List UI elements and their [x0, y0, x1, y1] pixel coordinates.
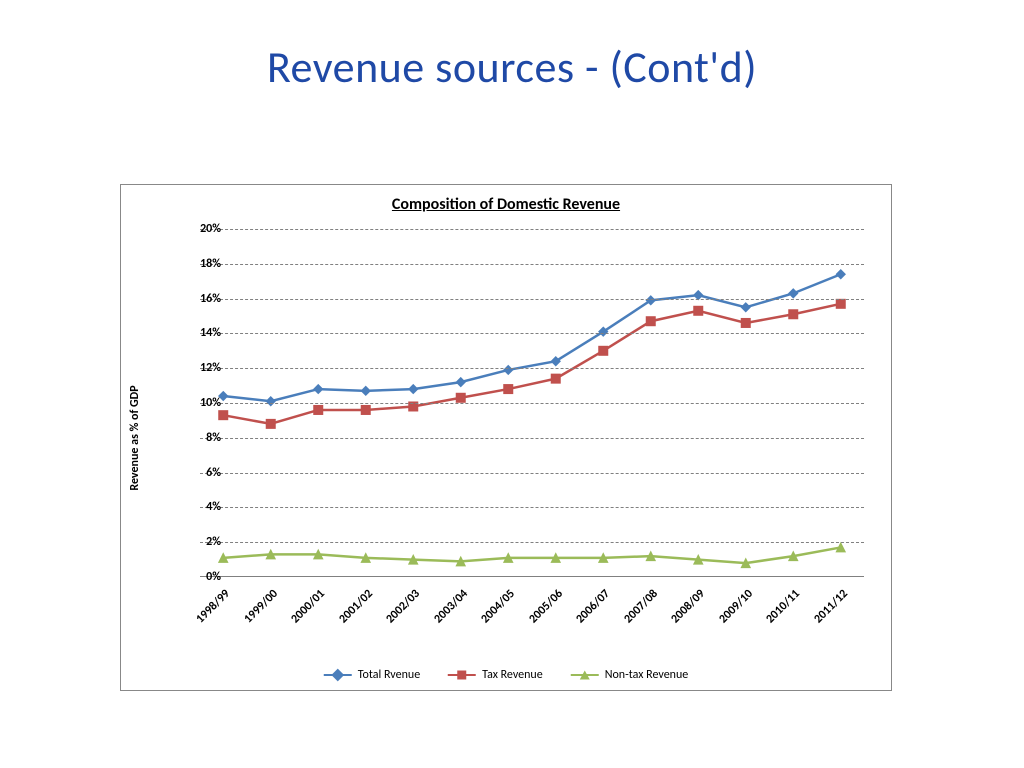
- x-tick-label: 1999/00: [241, 587, 280, 626]
- legend-item-nontax: Non-tax Revenue: [571, 668, 689, 682]
- plot-area: [200, 229, 864, 577]
- x-tick-label: 2000/01: [289, 587, 328, 626]
- legend-swatch-total: [324, 674, 352, 677]
- x-tick-label: 2002/03: [384, 587, 423, 626]
- series-marker: [836, 299, 845, 308]
- revenue-chart: Composition of Domestic Revenue Revenue …: [120, 184, 892, 691]
- series-marker: [219, 411, 228, 420]
- series-marker: [314, 405, 323, 414]
- series-marker: [314, 385, 323, 394]
- y-tick-label: 6%: [181, 466, 221, 480]
- x-tick-label: 2004/05: [479, 587, 518, 626]
- y-tick-label: 2%: [181, 535, 221, 549]
- gridline: [200, 368, 864, 369]
- gridline: [200, 438, 864, 439]
- series-marker: [266, 397, 275, 406]
- series-marker: [741, 318, 750, 327]
- square-icon: [458, 671, 467, 680]
- x-tick-label: 2005/06: [526, 587, 565, 626]
- legend-label: Total Rvenue: [358, 668, 420, 682]
- series-marker: [551, 374, 560, 383]
- y-tick-label: 10%: [181, 396, 221, 410]
- y-tick-label: 14%: [181, 326, 221, 340]
- legend-label: Tax Revenue: [482, 668, 543, 682]
- x-tick-label: 1998/99: [194, 587, 233, 626]
- gridline: [200, 264, 864, 265]
- series-marker: [789, 289, 798, 298]
- x-axis-line: [200, 576, 864, 577]
- series-marker: [504, 365, 513, 374]
- y-tick-label: 4%: [181, 500, 221, 514]
- diamond-icon: [331, 669, 344, 682]
- x-tick-label: 2007/08: [621, 587, 660, 626]
- y-axis-label: Revenue as % of GDP: [128, 385, 142, 490]
- series-marker: [361, 386, 370, 395]
- series-marker: [266, 419, 275, 428]
- series-marker: [361, 405, 370, 414]
- series-marker: [646, 317, 655, 326]
- slide-title: Revenue sources - (Cont'd): [0, 40, 1024, 94]
- gridline: [200, 403, 864, 404]
- legend: Total Rvenue Tax Revenue Non-tax Revenue: [324, 668, 689, 682]
- series-marker: [504, 385, 513, 394]
- gridline: [200, 299, 864, 300]
- x-tick-label: 2010/11: [764, 587, 803, 626]
- gridline: [200, 507, 864, 508]
- y-tick-label: 0%: [181, 570, 221, 584]
- x-tick-label: 2009/10: [716, 587, 755, 626]
- gridline: [200, 229, 864, 230]
- series-marker: [599, 346, 608, 355]
- legend-swatch-tax: [448, 674, 476, 677]
- y-tick-label: 18%: [181, 257, 221, 271]
- y-tick-label: 20%: [181, 222, 221, 236]
- legend-label: Non-tax Revenue: [605, 668, 689, 682]
- x-tick-label: 2006/07: [574, 587, 613, 626]
- legend-swatch-nontax: [571, 674, 599, 677]
- x-tick-label: 2001/02: [336, 587, 375, 626]
- x-tick-label: 2008/09: [669, 587, 708, 626]
- y-tick-label: 12%: [181, 361, 221, 375]
- y-tick-label: 16%: [181, 292, 221, 306]
- series-marker: [409, 385, 418, 394]
- series-marker: [694, 306, 703, 315]
- series-marker: [456, 378, 465, 387]
- x-tick-label: 2011/12: [811, 587, 850, 626]
- gridline: [200, 333, 864, 334]
- series-marker: [789, 310, 798, 319]
- gridline: [200, 542, 864, 543]
- legend-item-total: Total Rvenue: [324, 668, 420, 682]
- chart-title: Composition of Domestic Revenue: [121, 195, 891, 214]
- triangle-icon: [580, 671, 590, 680]
- y-tick-label: 8%: [181, 431, 221, 445]
- series-marker: [456, 393, 465, 402]
- x-tick-label: 2003/04: [431, 587, 470, 626]
- series-marker: [836, 270, 845, 279]
- series-line: [223, 274, 841, 401]
- series-marker: [741, 303, 750, 312]
- legend-item-tax: Tax Revenue: [448, 668, 543, 682]
- gridline: [200, 473, 864, 474]
